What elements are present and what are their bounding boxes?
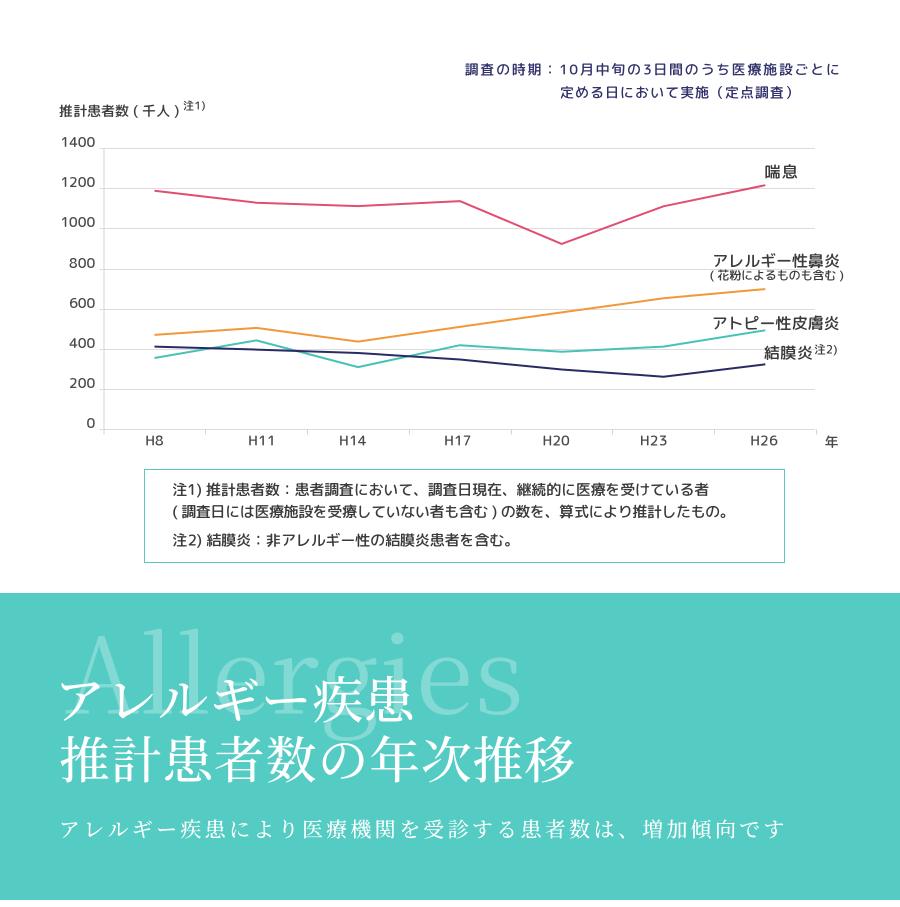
svg-text:定める日において実施（定点調査）: 定める日において実施（定点調査） (560, 84, 800, 103)
svg-text:( 調査日には医療施設を受療していない者も含む ) の数を、: ( 調査日には医療施設を受療していない者も含む ) の数を、算式により推計したも… (172, 501, 734, 522)
svg-text:400: 400 (69, 334, 96, 353)
svg-text:推計患者数 ( 千人 ) 注1): 推計患者数 ( 千人 ) 注1) (59, 98, 206, 122)
svg-text:アレルギー性鼻炎: アレルギー性鼻炎 (712, 251, 840, 273)
svg-text:推計患者数の年次推移: 推計患者数の年次推移 (59, 720, 576, 793)
svg-text:アレルギー疾患: アレルギー疾患 (55, 661, 416, 734)
svg-text:調査の時期：10月中旬の3日間のうち医療施設ごとに: 調査の時期：10月中旬の3日間のうち医療施設ごとに (465, 61, 842, 80)
svg-text:H8: H8 (145, 432, 164, 451)
svg-text:H11: H11 (248, 432, 275, 451)
svg-text:200: 200 (69, 374, 96, 393)
svg-text:H23: H23 (640, 432, 667, 451)
svg-text:注1) 推計患者数：患者調査において、調査日現在、継続的に医: 注1) 推計患者数：患者調査において、調査日現在、継続的に医療を受けている者 (172, 479, 709, 500)
svg-text:1400: 1400 (60, 133, 95, 152)
svg-text:800: 800 (69, 254, 96, 273)
svg-text:600: 600 (69, 294, 96, 313)
svg-text:H14: H14 (339, 432, 367, 451)
svg-text:アレルギー疾患により医療機関を受診する患者数は、増加傾向です: アレルギー疾患により医療機関を受診する患者数は、増加傾向です (59, 814, 788, 844)
svg-text:アトピー性皮膚炎: アトピー性皮膚炎 (712, 313, 840, 335)
svg-text:Allergies: Allergies (64, 594, 525, 745)
svg-text:注2): 注2) (814, 342, 838, 358)
svg-text:H26: H26 (750, 432, 778, 451)
svg-text:喘息: 喘息 (765, 162, 800, 184)
svg-text:注2) 結膜炎：非アレルギー性の結膜炎患者を含む。: 注2) 結膜炎：非アレルギー性の結膜炎患者を含む。 (172, 530, 519, 551)
svg-text:H20: H20 (543, 432, 571, 451)
svg-text:年: 年 (825, 433, 839, 452)
svg-text:結膜炎: 結膜炎 (764, 342, 814, 364)
svg-text:1000: 1000 (60, 213, 95, 232)
svg-text:0: 0 (87, 414, 96, 433)
svg-text:( 花粉によるものも含む ): ( 花粉によるものも含む ) (710, 266, 845, 283)
svg-text:1200: 1200 (60, 173, 95, 192)
svg-text:H17: H17 (444, 432, 471, 451)
